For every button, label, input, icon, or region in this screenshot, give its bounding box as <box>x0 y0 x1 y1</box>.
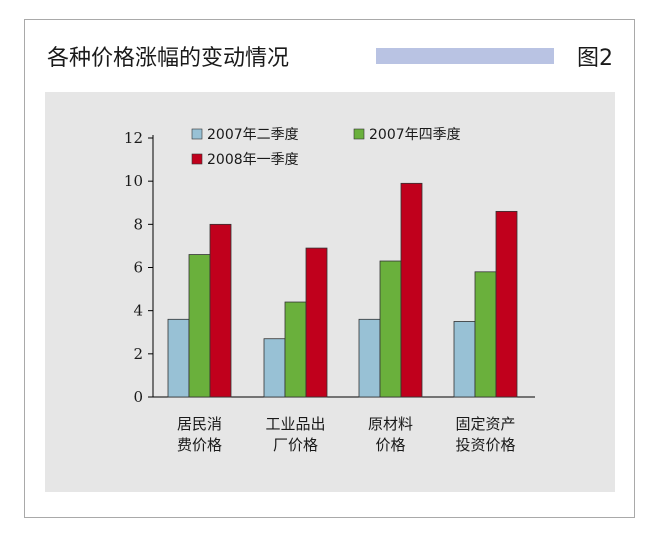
bar-s3-c2 <box>305 247 328 398</box>
bar-s2-c2 <box>284 301 307 398</box>
x-category-label: 工业品出 <box>265 415 325 433</box>
y-tick-label: 12 <box>124 129 143 147</box>
x-category-label: 固定资产 <box>455 415 515 433</box>
bar-s1-c2 <box>263 338 286 398</box>
legend-label: 2007年二季度 <box>207 127 299 143</box>
legend-swatch <box>191 153 203 165</box>
legend-label: 2008年一季度 <box>207 152 299 168</box>
legend-swatch <box>191 128 203 140</box>
bar-s2-c4 <box>474 271 497 398</box>
bar-s1-c4 <box>453 321 476 398</box>
figure-label: 图2 <box>577 46 613 71</box>
y-tick-label: 10 <box>124 172 143 190</box>
legend-swatch <box>353 128 365 140</box>
legend-label: 2007年四季度 <box>369 127 461 143</box>
chart-panel <box>45 92 615 492</box>
bar-s3-c3 <box>400 182 423 398</box>
x-category-label: 价格 <box>375 436 405 454</box>
x-category-label: 厂价格 <box>273 436 318 454</box>
y-tick-label: 6 <box>133 259 143 277</box>
x-category-label: 原材料 <box>368 415 413 433</box>
y-tick-label: 4 <box>133 302 143 320</box>
bar-s2-c3 <box>379 260 402 398</box>
y-tick-label: 2 <box>133 345 143 363</box>
x-category-label: 费价格 <box>177 436 222 454</box>
bar-s1-c3 <box>358 318 381 398</box>
x-category-label: 投资价格 <box>455 436 515 454</box>
y-tick-label: 0 <box>133 388 143 406</box>
bar-s3-c1 <box>209 223 232 398</box>
bar-s2-c1 <box>188 254 211 398</box>
y-tick-label: 8 <box>133 215 143 233</box>
bar-s3-c4 <box>495 210 518 398</box>
bar-s1-c1 <box>167 318 190 398</box>
title-decoration-bar <box>376 48 554 64</box>
x-category-label: 居民消 <box>177 415 222 433</box>
chart-title: 各种价格涨幅的变动情况 <box>47 46 290 71</box>
